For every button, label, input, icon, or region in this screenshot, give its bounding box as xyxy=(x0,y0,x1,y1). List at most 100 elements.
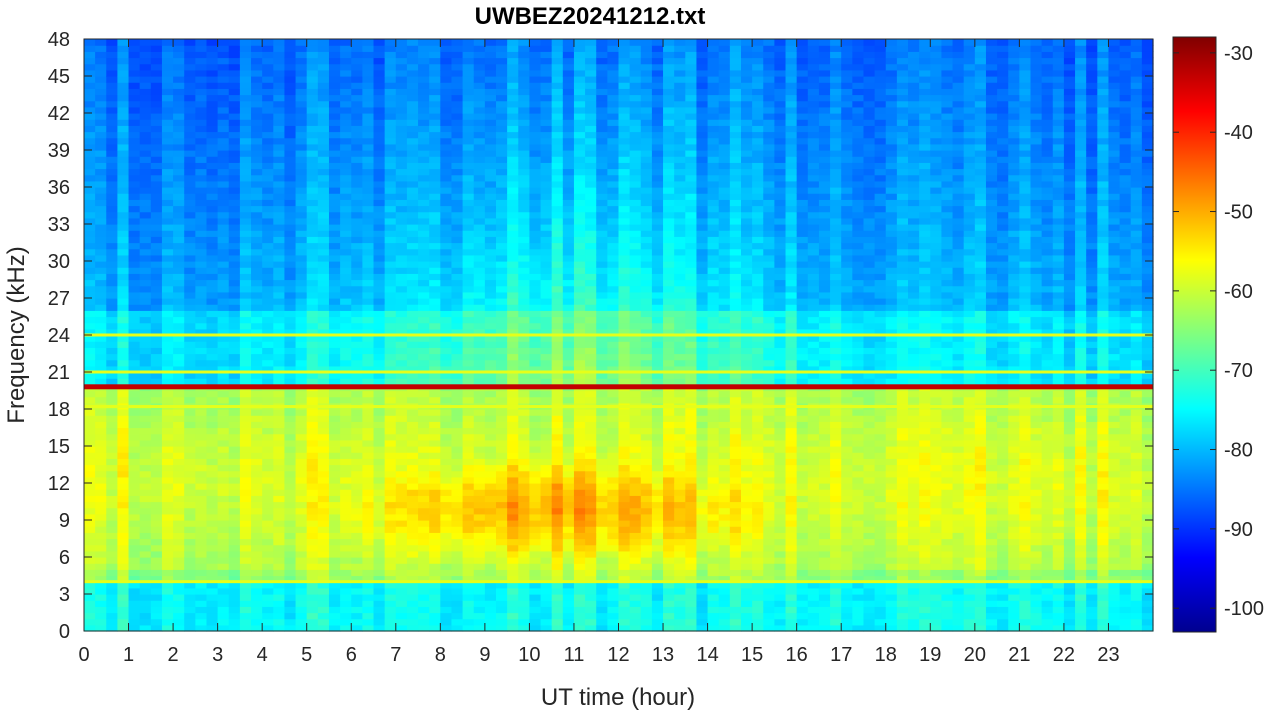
heatmap-cell xyxy=(596,224,608,231)
heatmap-cell xyxy=(529,550,542,558)
heatmap-cell xyxy=(607,230,620,237)
heatmap-cell xyxy=(317,464,330,472)
heatmap-cell xyxy=(184,526,196,533)
heatmap-cell xyxy=(351,606,363,614)
heatmap-cell xyxy=(529,618,542,626)
heatmap-cell xyxy=(596,470,608,478)
heatmap-cell xyxy=(106,174,119,182)
heatmap-cell xyxy=(161,63,174,71)
heatmap-cell xyxy=(273,501,286,509)
heatmap-cell xyxy=(117,230,130,237)
heatmap-cell xyxy=(418,624,430,632)
heatmap-cell xyxy=(484,304,497,311)
heatmap-cell xyxy=(629,328,642,336)
heatmap-cell xyxy=(473,587,486,595)
heatmap-cell xyxy=(195,513,208,521)
heatmap-cell xyxy=(217,600,230,607)
heatmap-cell xyxy=(351,285,363,293)
heatmap-cell xyxy=(651,224,664,231)
heatmap-cell xyxy=(440,335,453,342)
heatmap-cell xyxy=(184,446,196,453)
heatmap-cell xyxy=(340,291,352,299)
heatmap-cell xyxy=(585,199,597,207)
heatmap-cell xyxy=(84,396,96,404)
heatmap-cell xyxy=(128,396,141,404)
heatmap-cell xyxy=(651,415,664,422)
heatmap-cell xyxy=(585,507,597,515)
heatmap-cell xyxy=(317,39,330,46)
heatmap-cell xyxy=(406,550,419,558)
heatmap-cell xyxy=(328,501,341,509)
heatmap-cell xyxy=(284,507,297,515)
heatmap-cell xyxy=(106,273,119,281)
heatmap-cell xyxy=(362,587,375,595)
heatmap-cell xyxy=(518,113,531,120)
heatmap-cell xyxy=(217,125,230,133)
heatmap-cell xyxy=(239,69,252,77)
heatmap-cell xyxy=(651,335,664,342)
heatmap-cell xyxy=(373,507,386,515)
heatmap-cell xyxy=(418,168,430,176)
heatmap-cell xyxy=(161,199,174,207)
heatmap-cell xyxy=(651,612,664,620)
heatmap-cell xyxy=(95,378,107,385)
heatmap-cell xyxy=(484,439,497,447)
heatmap-cell xyxy=(562,520,575,527)
heatmap-cell xyxy=(206,205,219,213)
heatmap-cell xyxy=(573,63,586,71)
heatmap-cell xyxy=(351,88,363,96)
heatmap-cell xyxy=(540,464,553,472)
heatmap-cell xyxy=(295,464,308,472)
heatmap-cell xyxy=(496,439,508,447)
heatmap-cell xyxy=(496,415,508,422)
heatmap-cell xyxy=(84,131,96,139)
heatmap-cell xyxy=(440,489,453,496)
heatmap-cell xyxy=(585,125,597,133)
heatmap-cell xyxy=(406,587,419,595)
heatmap-cell xyxy=(306,544,319,552)
heatmap-cell xyxy=(618,180,631,188)
heatmap-cell xyxy=(573,341,586,348)
heatmap-cell xyxy=(507,156,519,163)
heatmap-cell xyxy=(540,261,553,268)
heatmap-cell xyxy=(150,236,163,244)
heatmap-cell xyxy=(239,341,252,348)
heatmap-cell xyxy=(518,365,531,373)
heatmap-cell xyxy=(184,273,196,281)
heatmap-cell xyxy=(406,544,419,552)
heatmap-cell xyxy=(340,353,352,361)
heatmap-cell xyxy=(328,446,341,453)
heatmap-cell xyxy=(384,205,397,213)
heatmap-cell xyxy=(551,581,564,589)
heatmap-cell xyxy=(395,359,408,367)
heatmap-cell xyxy=(418,248,430,256)
heatmap-cell xyxy=(295,341,308,348)
heatmap-cell xyxy=(484,587,497,595)
heatmap-cell xyxy=(317,63,330,71)
heatmap-cell xyxy=(451,618,464,626)
heatmap-cell xyxy=(473,606,486,614)
heatmap-cell xyxy=(95,248,107,256)
heatmap-cell xyxy=(596,563,608,570)
heatmap-cell xyxy=(384,335,397,342)
heatmap-cell xyxy=(106,143,119,151)
heatmap-cell xyxy=(161,532,174,540)
heatmap-cell xyxy=(496,106,508,114)
heatmap-cell xyxy=(418,156,430,163)
heatmap-cell xyxy=(607,174,620,182)
heatmap-cell xyxy=(239,310,252,318)
heatmap-cell xyxy=(217,88,230,96)
heatmap-cell xyxy=(251,470,263,478)
heatmap-cell xyxy=(173,612,185,620)
heatmap-cell xyxy=(551,587,564,595)
heatmap-cell xyxy=(640,501,653,509)
heatmap-cell xyxy=(596,526,608,533)
heatmap-cell xyxy=(395,236,408,244)
heatmap-cell xyxy=(429,217,441,225)
heatmap-cell xyxy=(585,205,597,213)
heatmap-cell xyxy=(251,242,263,250)
heatmap-cell xyxy=(295,390,308,398)
heatmap-cell xyxy=(328,217,341,225)
heatmap-cell xyxy=(384,119,397,126)
heatmap-cell xyxy=(618,581,631,589)
